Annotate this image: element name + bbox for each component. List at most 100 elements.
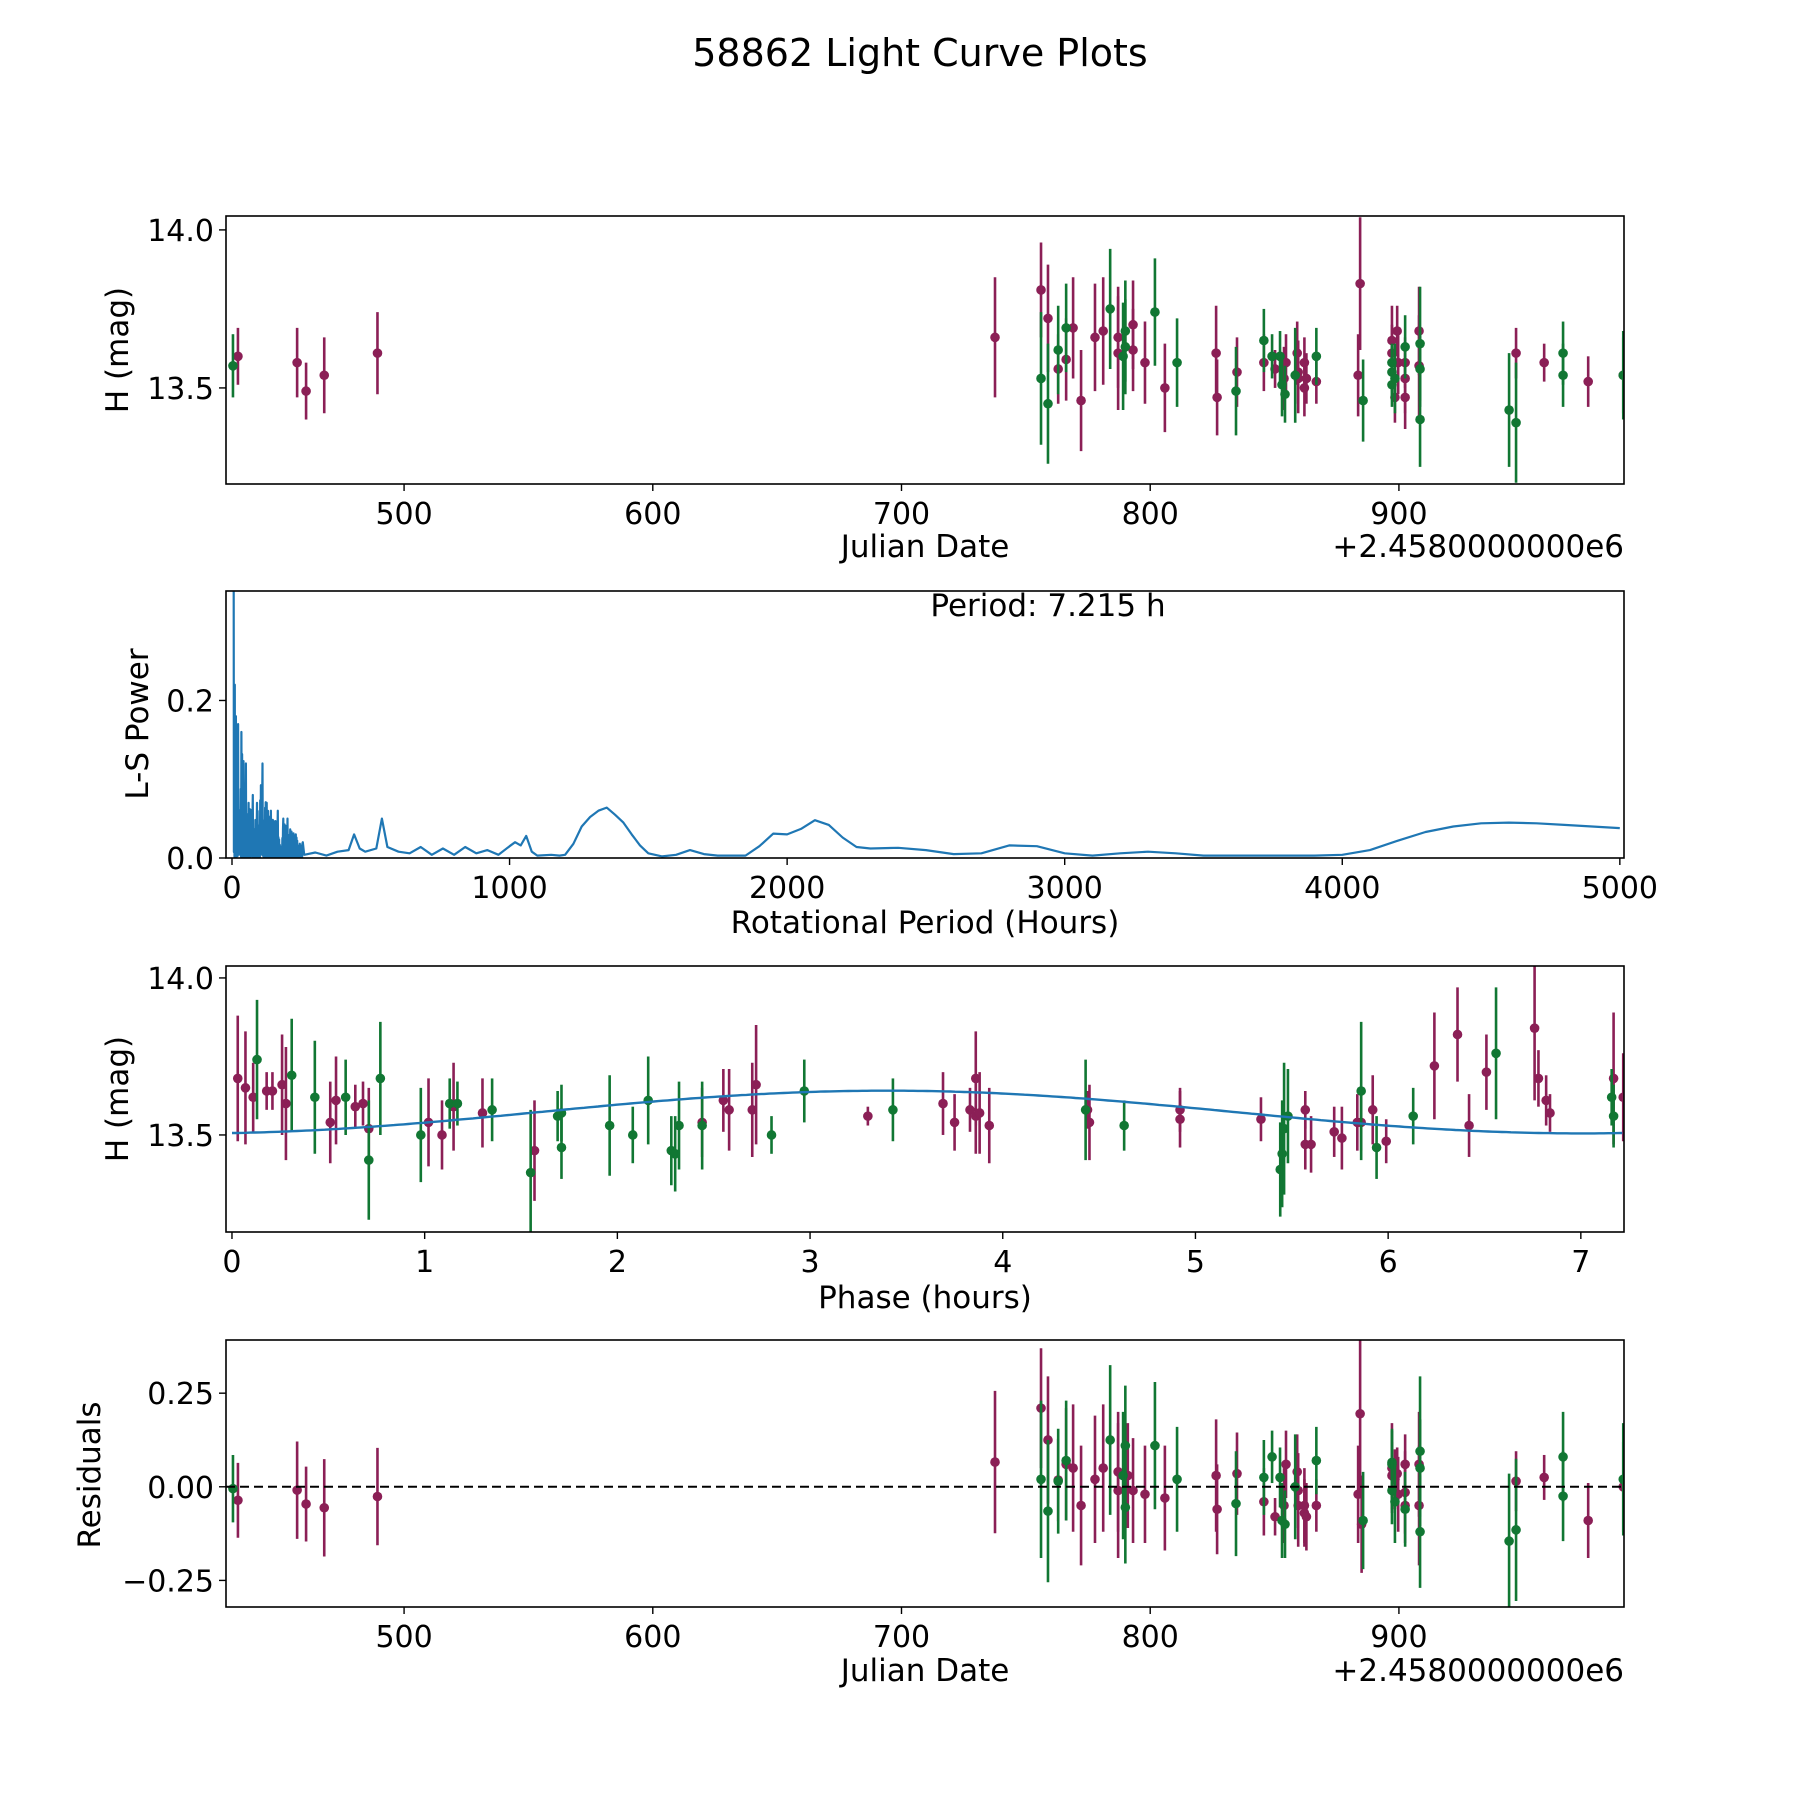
marker bbox=[718, 1095, 729, 1106]
residuals-x-offset: +2.4580000000e6 bbox=[1332, 1653, 1624, 1689]
marker bbox=[1259, 1472, 1269, 1483]
marker bbox=[1608, 1111, 1619, 1121]
marker bbox=[1545, 1108, 1555, 1118]
marker bbox=[766, 1130, 777, 1140]
data-point-filter-b bbox=[1558, 1451, 1568, 1542]
data-point-filter-b bbox=[487, 1078, 497, 1142]
x-tick-label: 2000 bbox=[749, 871, 825, 906]
marker bbox=[1043, 398, 1053, 409]
phased-marks bbox=[232, 966, 1624, 1232]
data-point-filter-a bbox=[974, 1072, 985, 1154]
y-tick-label: 0.0 bbox=[166, 842, 214, 877]
data-point-filter-a bbox=[1541, 1075, 1551, 1126]
marker bbox=[1558, 370, 1568, 381]
marker bbox=[1491, 1048, 1501, 1059]
y-tick-label: 0.2 bbox=[166, 684, 214, 719]
data-point-filter-a bbox=[1212, 359, 1222, 436]
data-point-filter-b bbox=[1311, 1426, 1322, 1495]
marker bbox=[751, 1079, 761, 1090]
data-point-filter-b bbox=[1358, 359, 1368, 442]
residuals-y-label: Residuals bbox=[72, 1401, 108, 1548]
marker bbox=[1329, 1127, 1339, 1137]
data-point-filter-a bbox=[1140, 1445, 1150, 1543]
period-annotation: Period: 7.215 h bbox=[930, 588, 1165, 624]
marker bbox=[358, 1098, 368, 1109]
marker bbox=[487, 1105, 497, 1115]
marker bbox=[1381, 1136, 1392, 1147]
residuals-marks bbox=[226, 1340, 1624, 1607]
marker bbox=[1311, 1500, 1322, 1511]
marker bbox=[1160, 1493, 1170, 1503]
data-point-filter-b bbox=[1371, 1116, 1382, 1179]
data-point-filter-a bbox=[350, 1084, 361, 1129]
data-point-filter-b bbox=[1172, 1426, 1182, 1532]
data-point-filter-a bbox=[1113, 1423, 1123, 1558]
data-point-filter-a bbox=[1306, 1116, 1316, 1173]
periodogram-y-ticks: 0.0 0.2 bbox=[166, 684, 226, 877]
data-point-filter-a bbox=[292, 1441, 302, 1539]
marker bbox=[1211, 348, 1221, 358]
data-point-filter-a bbox=[1301, 353, 1312, 404]
data-point-filter-a bbox=[1076, 350, 1086, 452]
marker bbox=[1299, 1500, 1310, 1511]
marker bbox=[372, 348, 383, 358]
x-tick-label: 700 bbox=[873, 1620, 930, 1655]
phased-y-ticks: 13.5 14.0 bbox=[147, 962, 226, 1154]
x-tick-label: 4 bbox=[993, 1245, 1012, 1280]
data-point-filter-a bbox=[1299, 1468, 1310, 1543]
marker bbox=[1053, 1476, 1063, 1486]
x-tick-label: 7 bbox=[1571, 1245, 1590, 1280]
x-tick-label: 5 bbox=[1186, 1245, 1205, 1280]
marker bbox=[1511, 348, 1521, 358]
data-point-filter-b bbox=[1511, 1458, 1521, 1602]
data-point-filter-b bbox=[1231, 346, 1241, 436]
data-point-filter-b bbox=[1053, 1428, 1063, 1534]
marker bbox=[1415, 1526, 1425, 1537]
data-point-filter-a bbox=[1481, 1034, 1492, 1110]
data-point-filter-b bbox=[1400, 1471, 1410, 1547]
marker bbox=[301, 1499, 311, 1509]
marker bbox=[747, 1105, 758, 1115]
marker bbox=[1511, 1525, 1521, 1535]
data-point-filter-b bbox=[1231, 1451, 1241, 1557]
marker bbox=[990, 1457, 1000, 1467]
x-tick-label: 4000 bbox=[1304, 871, 1380, 906]
data-point-filter-a bbox=[1367, 1075, 1378, 1145]
marker bbox=[233, 1495, 243, 1506]
data-point-filter-a bbox=[1128, 1438, 1138, 1543]
marker bbox=[292, 357, 302, 368]
data-point-filter-a bbox=[233, 1462, 243, 1538]
marker bbox=[281, 1098, 291, 1109]
marker bbox=[1481, 1067, 1492, 1077]
marker bbox=[984, 1120, 995, 1131]
marker bbox=[319, 1502, 330, 1513]
marker bbox=[1076, 395, 1086, 406]
marker bbox=[1275, 351, 1285, 362]
marker bbox=[1539, 1472, 1549, 1483]
marker bbox=[1367, 1105, 1378, 1115]
marker bbox=[1353, 370, 1363, 381]
marker bbox=[1043, 313, 1053, 324]
data-point-filter-a bbox=[267, 1072, 278, 1110]
data-point-filter-b bbox=[1280, 365, 1290, 423]
data-point-filter-a bbox=[331, 1056, 341, 1145]
marker bbox=[529, 1145, 540, 1156]
periodogram-axes-frame bbox=[225, 590, 1625, 859]
data-point-filter-b bbox=[1105, 1365, 1115, 1515]
x-tick-label: 900 bbox=[1370, 497, 1427, 532]
periodogram-x-ticks: 0 1000 2000 3000 4000 5000 bbox=[222, 858, 1658, 906]
marker bbox=[1256, 1114, 1266, 1125]
marker bbox=[340, 1092, 351, 1103]
data-point-filter-b bbox=[1259, 1439, 1269, 1515]
marker bbox=[1150, 307, 1160, 317]
marker bbox=[228, 1483, 238, 1494]
marker bbox=[1429, 1061, 1440, 1071]
marker bbox=[331, 1095, 341, 1106]
figure-title: 58862 Light Curve Plots bbox=[692, 31, 1147, 75]
data-point-filter-a bbox=[984, 1087, 995, 1164]
x-tick-label: 0 bbox=[222, 1245, 241, 1280]
data-point-filter-a bbox=[747, 1062, 758, 1157]
marker bbox=[697, 1120, 707, 1131]
data-point-filter-a bbox=[1452, 987, 1463, 1082]
marker bbox=[1533, 1073, 1544, 1084]
